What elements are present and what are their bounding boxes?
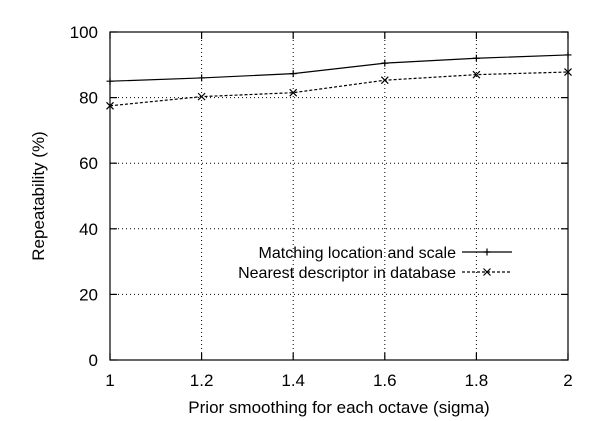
y-tick-label: 80 [79, 89, 98, 108]
series-line-1 [109, 54, 569, 82]
legend-sample-marker-2 [483, 268, 491, 276]
tick-labels: 0 20 40 60 80 100 1 1.2 1.4 1.6 1.8 2 [70, 23, 573, 390]
y-tick-label: 60 [79, 154, 98, 173]
data-point-series-2 [289, 88, 298, 97]
data-point-series-2 [380, 76, 389, 85]
series-lines [106, 51, 572, 110]
y-tick-label: 100 [70, 23, 98, 42]
data-point-series-1 [381, 59, 389, 67]
plot-area-frame [109, 31, 569, 361]
axis-ticks [109, 31, 569, 361]
x-tick-label: 2 [563, 371, 572, 390]
y-tick-label: 20 [79, 285, 98, 304]
data-point-series-1 [289, 70, 297, 78]
legend-label-series-2: Nearest descriptor in database [238, 265, 456, 282]
data-point-series-1 [198, 74, 206, 82]
x-tick-label: 1.6 [373, 371, 397, 390]
legend-sample-marker-1 [483, 248, 491, 256]
x-axis-label: Prior smoothing for each octave (sigma) [188, 398, 489, 417]
y-tick-label: 40 [79, 220, 98, 239]
legend-samples [462, 248, 512, 276]
x-tick-label: 1 [105, 371, 114, 390]
data-point-series-2 [472, 70, 481, 79]
x-tick-label: 1.8 [465, 371, 489, 390]
x-tick-label: 1.2 [190, 371, 214, 390]
legend: Matching location and scale Nearest desc… [238, 245, 512, 282]
grid [110, 32, 568, 360]
data-point-series-2 [197, 92, 206, 101]
data-point-series-1 [472, 54, 480, 62]
legend-label-series-1: Matching location and scale [259, 245, 457, 262]
x-tick-label: 1.4 [281, 371, 305, 390]
series-line-2 [109, 71, 569, 107]
y-tick-label: 0 [89, 351, 98, 370]
y-axis-label: Repeatability (%) [29, 131, 48, 260]
